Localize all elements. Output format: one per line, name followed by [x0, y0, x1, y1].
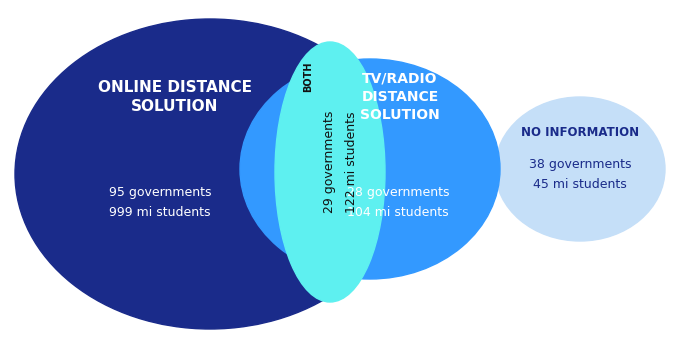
Text: NO INFORMATION: NO INFORMATION [521, 126, 639, 138]
Text: TV/RADIO
DISTANCE
SOLUTION: TV/RADIO DISTANCE SOLUTION [360, 71, 440, 122]
Ellipse shape [240, 59, 500, 279]
Text: 122 mi students: 122 mi students [345, 111, 358, 213]
Text: BOTH: BOTH [303, 62, 313, 92]
Ellipse shape [495, 97, 665, 241]
Text: 28 governments: 28 governments [347, 186, 449, 198]
Text: 29 governments: 29 governments [323, 111, 336, 213]
Text: ONLINE DISTANCE
SOLUTION: ONLINE DISTANCE SOLUTION [98, 79, 252, 115]
Text: 45 mi students: 45 mi students [533, 178, 627, 191]
Ellipse shape [15, 19, 405, 329]
Text: 999 mi students: 999 mi students [109, 205, 211, 219]
Text: 104 mi students: 104 mi students [347, 205, 449, 219]
Text: 38 governments: 38 governments [529, 158, 632, 170]
Text: 95 governments: 95 governments [109, 186, 211, 198]
Ellipse shape [275, 42, 385, 302]
